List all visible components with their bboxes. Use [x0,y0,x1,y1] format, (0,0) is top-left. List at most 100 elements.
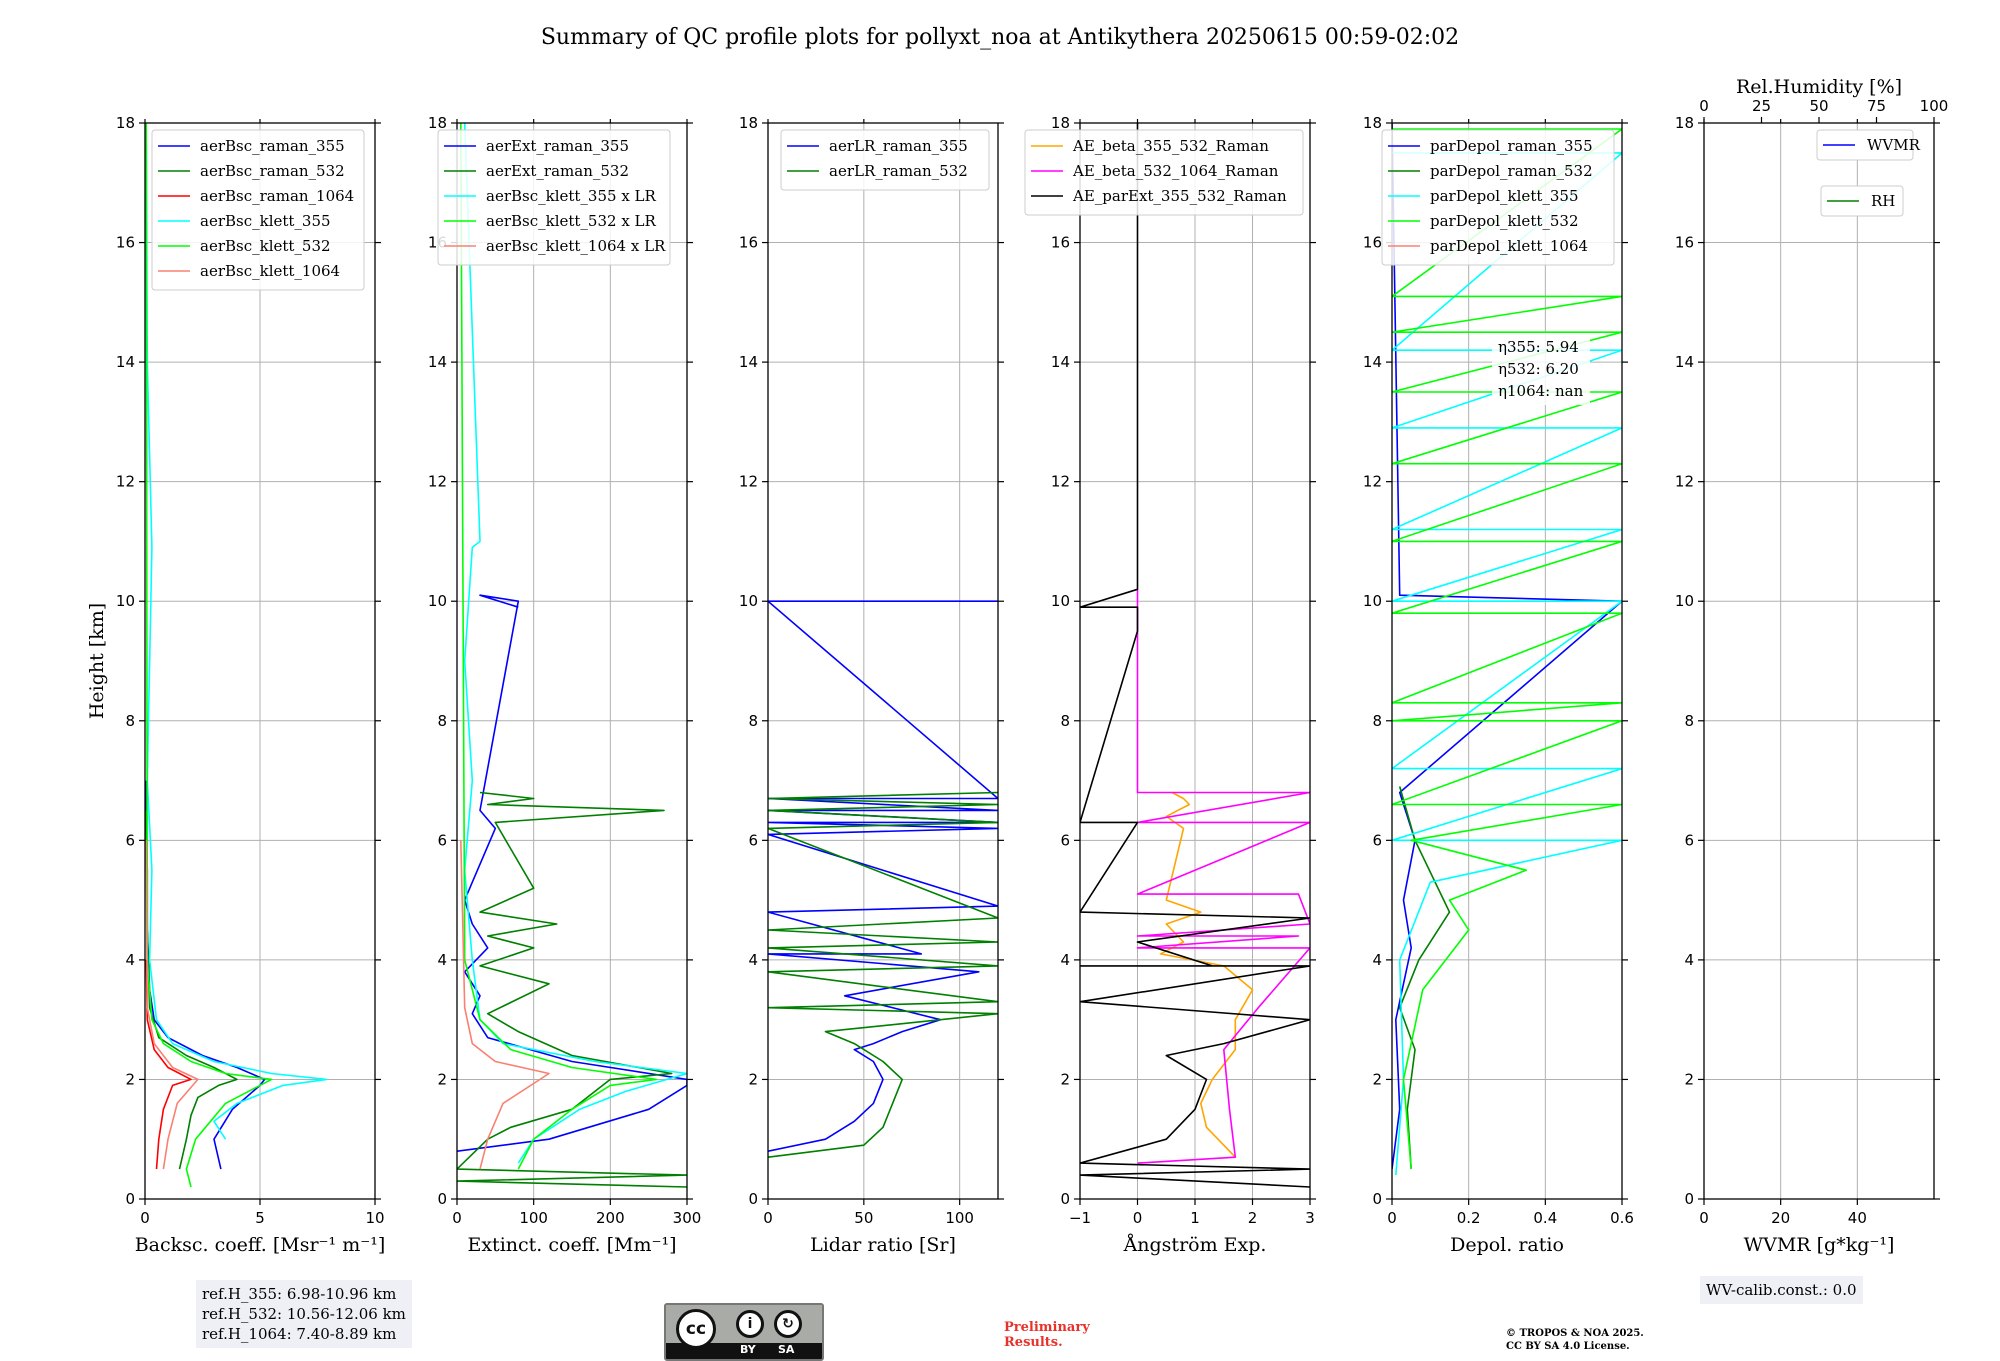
y-tick-label: 16 [1051,234,1070,252]
x-tick-label: 100 [945,1209,974,1227]
legend-label: aerBsc_klett_532 [200,237,331,255]
top-x-tick-label: 100 [1920,97,1949,115]
legend-label: parDepol_klett_1064 [1430,237,1588,255]
y-tick-label: 18 [428,114,447,132]
x-tick-label: 10 [365,1209,384,1227]
x-tick-label: 0 [763,1209,773,1227]
top-axis-label: Rel.Humidity [%] [1736,76,1902,98]
legend-label: aerBsc_klett_355 x LR [486,187,657,205]
y-tick-label: 12 [1363,473,1382,491]
y-tick-label: 0 [125,1190,135,1208]
legend-label: aerLR_raman_355 [829,137,968,155]
y-tick-label: 6 [748,831,758,849]
x-axis-label: Lidar ratio [Sr] [810,1234,956,1256]
legend: aerExt_raman_355 aerExt_raman_532 aerBsc_k… [437,129,671,266]
y-tick-label: 14 [1363,353,1382,371]
x-tick-label: 0 [1699,1209,1709,1227]
y-tick-label: 2 [125,1070,135,1088]
legend-label: parDepol_raman_532 [1430,162,1593,180]
y-tick-label: 2 [1060,1070,1070,1088]
axes-frame [1079,122,1311,1200]
y-tick-label: 18 [1363,114,1382,132]
x-tick-label: 0.2 [1457,1209,1481,1227]
y-tick-label: 18 [1675,114,1694,132]
series-line-aerBsc_klett_1064 [145,840,199,1170]
y-tick-label: 0 [437,1190,447,1208]
series-line-aerExt_raman_355 [457,594,687,1152]
legend-label: aerBsc_klett_1064 x LR [486,237,666,255]
y-tick-label: 8 [748,712,758,730]
legend-label: WVMR [1867,136,1921,154]
series-group [457,123,687,1188]
y-tick-label: 10 [116,592,135,610]
legend-label: AE_beta_355_532_Raman [1072,137,1269,155]
axes-frame [456,122,688,1200]
y-tick-label: 14 [739,353,758,371]
y-tick-label: 0 [748,1190,758,1208]
axes-frame [1391,122,1623,1200]
series-line-parDepol_klett_532 [1392,128,1622,1170]
x-tick-label: 0 [452,1209,462,1227]
series-group [768,600,998,1158]
y-tick-label: 2 [1684,1070,1694,1088]
y-tick-label: 16 [739,234,758,252]
y-tick-label: 18 [1051,114,1070,132]
badge-sa-label: SA [778,1343,795,1356]
y-tick-label: 6 [1684,831,1694,849]
series-line-AE_beta_355_532_Raman [1159,791,1254,1158]
x-tick-label: 20 [1771,1209,1790,1227]
x-tick-label: 0 [140,1209,150,1227]
y-tick-label: 2 [1372,1070,1382,1088]
y-tick-label: 10 [1675,592,1694,610]
y-tick-label: 0 [1372,1190,1382,1208]
legend-rh: RH [1820,185,1904,217]
x-tick-label: 300 [673,1209,702,1227]
axes-frame [1703,122,1935,1200]
y-tick-label: 8 [1372,712,1382,730]
series-line-aerBsc_klett_355 x LR [463,123,687,1164]
legend-label: aerBsc_raman_1064 [200,187,354,205]
cc-logo-icon: cc [676,1309,716,1349]
y-tick-label: 12 [428,473,447,491]
y-tick-label: 4 [437,951,447,969]
series-line-aerLR_raman_532 [768,791,998,1158]
y-tick-label: 4 [125,951,135,969]
attribution-icon: i [736,1310,764,1338]
copyright-note: © TROPOS & NOA 2025. CC BY SA 4.0 Licens… [1506,1327,1644,1353]
eta-annotations: η355: 5.94 η532: 6.20 η1064: nan [1492,333,1590,405]
legend: AE_beta_355_532_Raman AE_beta_532_1064_Ra… [1024,129,1304,216]
figure-title: Summary of QC profile plots for pollyxt_… [541,25,1459,50]
legend-label: aerBsc_raman_355 [200,137,345,155]
legend-label: aerBsc_klett_355 [200,212,331,230]
y-tick-label: 6 [1060,831,1070,849]
ref-height-355: ref.H_355: 6.98-10.96 km [202,1285,397,1303]
panel-backscatter: 0 5 10 0 2 4 6 8 10 12 14 16 18 Backsc. coeff. [Msr⁻¹… [86,114,385,1256]
reference-heights-box: ref.H_355: 6.98-10.96 km ref.H_532: 10.5… [196,1280,412,1348]
series-line-AE_beta_532_1064_Raman [1136,589,1310,1164]
series-line-aerBsc_klett_1064 x LR [460,840,550,1170]
x-axis-label: Extinct. coeff. [Mm⁻¹] [467,1234,676,1256]
series-group [145,123,328,1188]
legend-label: aerLR_raman_532 [829,162,968,180]
wv-calib-box: WV-calib.const.: 0.0 [1700,1276,1863,1304]
y-tick-label: 10 [739,592,758,610]
y-tick-label: 0 [1060,1190,1070,1208]
legend: aerBsc_raman_355 aerBsc_raman_532 aerBsc_r… [151,129,365,291]
share-alike-icon: ↻ [774,1310,802,1338]
eta-annotation: η532: 6.20 [1498,360,1579,378]
series-group [1080,123,1310,1188]
preliminary-line-1: Preliminary [1004,1320,1090,1335]
copyright-line-1: © TROPOS & NOA 2025. [1506,1328,1644,1339]
series-line-parDepol_raman_355 [1392,123,1622,1170]
y-tick-label: 4 [1372,951,1382,969]
y-axis-label: Height [km] [86,603,108,719]
series-line-aerBsc_klett_532 x LR [459,123,658,1170]
x-tick-label: 3 [1305,1209,1315,1227]
series-line-aerBsc_raman_532 [145,810,238,1170]
top-x-tick-label: 0 [1699,97,1709,115]
y-tick-label: 6 [125,831,135,849]
x-tick-label: 200 [596,1209,625,1227]
y-tick-label: 12 [739,473,758,491]
legend-label: aerBsc_raman_532 [200,162,345,180]
